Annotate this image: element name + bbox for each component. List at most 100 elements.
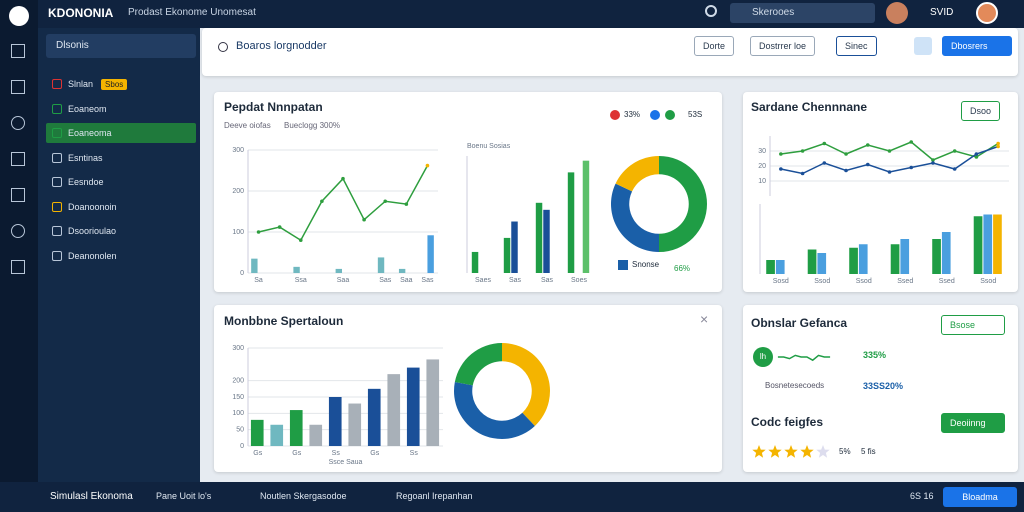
bar xyxy=(503,237,511,273)
nav[interactable]: Prodast Ekonome Unomesat xyxy=(128,7,256,18)
bar xyxy=(348,403,362,446)
button[interactable]: Bsose xyxy=(941,315,1005,335)
bar xyxy=(377,257,385,273)
avatar[interactable] xyxy=(886,2,908,24)
panel-title: Pepdat Nnnpatan xyxy=(224,100,323,114)
donut-slice xyxy=(659,156,707,252)
button[interactable]: Dsoo xyxy=(961,101,1001,121)
point xyxy=(931,161,935,165)
legend-dot xyxy=(610,110,620,120)
user-name[interactable]: SVID xyxy=(930,7,954,18)
value-label: 66% xyxy=(674,264,691,273)
rating xyxy=(752,445,830,458)
star xyxy=(800,445,814,458)
footer-tab[interactable]: Noutlen Skergasodoe xyxy=(260,491,347,501)
y-tick-label: 20 xyxy=(758,163,766,170)
y-tick-label: 200 xyxy=(232,188,244,195)
point xyxy=(822,161,827,165)
rating-note: 5 fis xyxy=(861,447,876,456)
legend-dot xyxy=(650,110,660,120)
point xyxy=(887,149,892,153)
sidebar-item[interactable]: Eoaneom xyxy=(46,99,196,119)
sidebar-item[interactable]: Deanonolen xyxy=(46,246,196,266)
footer-tab[interactable]: Regoanl Irepanhan xyxy=(396,491,473,501)
x-tick-label: Ss xyxy=(410,450,419,457)
bar xyxy=(858,244,868,274)
item-icon xyxy=(52,128,62,138)
bar xyxy=(335,268,342,273)
button[interactable]: Bloadma xyxy=(943,487,1017,507)
sidebar-item[interactable]: Eoaneoma xyxy=(46,123,196,143)
point xyxy=(404,202,409,206)
bar xyxy=(535,202,543,273)
item-icon xyxy=(52,152,62,163)
sparkline xyxy=(777,354,831,362)
sidebar-item[interactable]: Eesndoe xyxy=(46,172,196,192)
y-tick-label: 10 xyxy=(758,178,766,185)
star xyxy=(752,445,766,458)
bar xyxy=(398,268,406,273)
legend-dot xyxy=(665,110,675,120)
search-icon[interactable] xyxy=(705,5,717,17)
item-icon xyxy=(52,177,62,187)
nav-icon[interactable] xyxy=(11,224,25,238)
panel: Sardane Chennnane Dsoo 10 20 30 Sosd Ssod Ss… xyxy=(743,92,1018,292)
button[interactable]: Sinec xyxy=(836,36,877,56)
donut-slice xyxy=(454,343,502,386)
bar xyxy=(807,249,817,274)
footer: Simulasl Ekonoma Pane Uoit lo's Noutlen … xyxy=(0,482,1024,512)
bar xyxy=(941,232,951,274)
sidebar: Dlsonis Slnlan Sbos Eoaneom Eoaneoma Esntina… xyxy=(38,28,200,482)
badge: Sbos xyxy=(101,79,128,90)
top-bar: KDONONIA Prodast Ekonome Unomesat Skeroo… xyxy=(0,0,1024,28)
button[interactable]: Dbosrers xyxy=(942,36,1012,56)
bar xyxy=(427,235,434,273)
stars xyxy=(752,445,830,458)
icon-button[interactable] xyxy=(914,37,932,55)
point xyxy=(952,149,957,153)
footer-tab[interactable]: Pane Uoit lo's xyxy=(156,491,212,501)
point xyxy=(909,140,914,144)
bar xyxy=(890,244,900,274)
nav-icon[interactable] xyxy=(11,260,25,274)
sidebar-item[interactable]: Esntinas xyxy=(46,148,196,168)
sidebar-item[interactable]: Doanoonoin xyxy=(46,197,196,217)
profile[interactable] xyxy=(976,2,998,24)
x-tick-label: Ssod xyxy=(980,278,996,285)
nav-icon[interactable] xyxy=(11,44,25,58)
chart: Saes Sas Sas Soes Boenu Sosias xyxy=(466,143,590,284)
brand: KDONONIA xyxy=(48,6,114,20)
close-button[interactable]: × xyxy=(700,311,709,327)
subtitle: Deeve oiofas xyxy=(224,121,271,130)
bar xyxy=(766,260,775,274)
bar xyxy=(775,260,785,274)
point xyxy=(974,152,979,156)
nav-icon[interactable] xyxy=(11,116,25,130)
sidebar-item[interactable]: Slnlan Sbos xyxy=(46,74,196,94)
nav-icon[interactable] xyxy=(11,80,25,94)
x-tick-label: Gs xyxy=(292,450,301,457)
bar xyxy=(900,239,910,274)
x-axis-label: Ssce Saua xyxy=(329,459,363,466)
x-tick-label: Saa xyxy=(337,277,350,284)
bar xyxy=(567,172,575,273)
section-title: Codc feigfes xyxy=(751,415,824,429)
point xyxy=(931,158,935,162)
button[interactable]: Dorte xyxy=(694,36,735,56)
x-tick-label: Gs xyxy=(253,450,262,457)
sidebar-item[interactable]: Dsoorioulao xyxy=(46,221,196,241)
panel: Pepdat Nnnpatan Deeve oiofas Bueclogg 30… xyxy=(214,92,722,292)
button[interactable]: Deoiinng xyxy=(941,413,1005,433)
search[interactable]: Skerooes xyxy=(730,3,875,23)
x-tick-label: Sa xyxy=(254,277,263,284)
panel-title: Obnslar Gefanca xyxy=(751,316,848,330)
sidebar-title[interactable]: Dlsonis xyxy=(46,34,196,58)
nav-icon[interactable] xyxy=(11,152,25,166)
bar xyxy=(406,367,420,446)
nav-icon[interactable] xyxy=(11,188,25,202)
button[interactable]: Dostrrer loe xyxy=(750,36,816,56)
point xyxy=(865,162,870,167)
x-tick-label: Ssed xyxy=(939,278,955,285)
line xyxy=(777,354,831,362)
x-tick-label: Sas xyxy=(509,277,522,284)
